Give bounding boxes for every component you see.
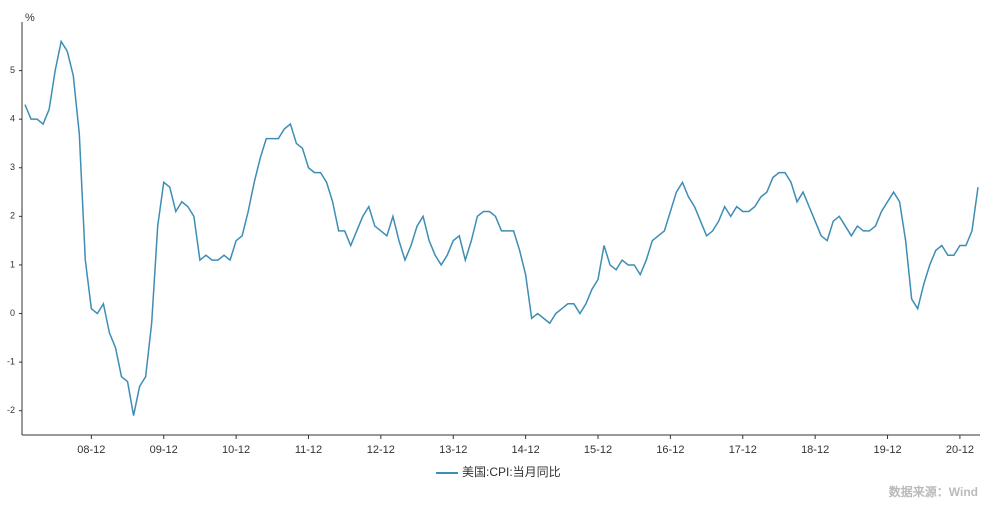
y-tick-label: 0 [10,308,15,318]
x-tick-label: 20-12 [946,444,974,456]
x-tick-label: 16-12 [656,444,684,456]
y-tick-label: 3 [10,162,15,172]
x-tick-label: 17-12 [729,444,757,456]
series-line [24,39,979,416]
y-tick-label: -2 [7,405,15,415]
y-tick-label: -1 [7,356,15,366]
source-note: 数据来源：Wind [889,484,978,499]
x-tick-label: 08-12 [77,444,105,456]
x-tick-label: 10-12 [222,444,250,456]
x-tick-label: 12-12 [367,444,395,456]
x-tick-label: 11-12 [295,444,322,456]
x-tick-label: 09-12 [150,444,178,456]
x-tick-label: 14-12 [512,444,540,456]
x-tick-label: 15-12 [584,444,612,456]
legend-label: 美国:CPI:当月同比 [462,465,561,479]
y-tick-label: 5 [10,65,15,75]
x-tick-label: 19-12 [873,444,901,456]
y-tick-label: 4 [10,114,15,124]
y-tick-label: 2 [10,211,15,221]
x-tick-label: 18-12 [801,444,829,456]
y-axis-label: % [25,12,35,24]
y-tick-label: 1 [10,259,15,269]
x-tick-label: 13-12 [439,444,467,456]
